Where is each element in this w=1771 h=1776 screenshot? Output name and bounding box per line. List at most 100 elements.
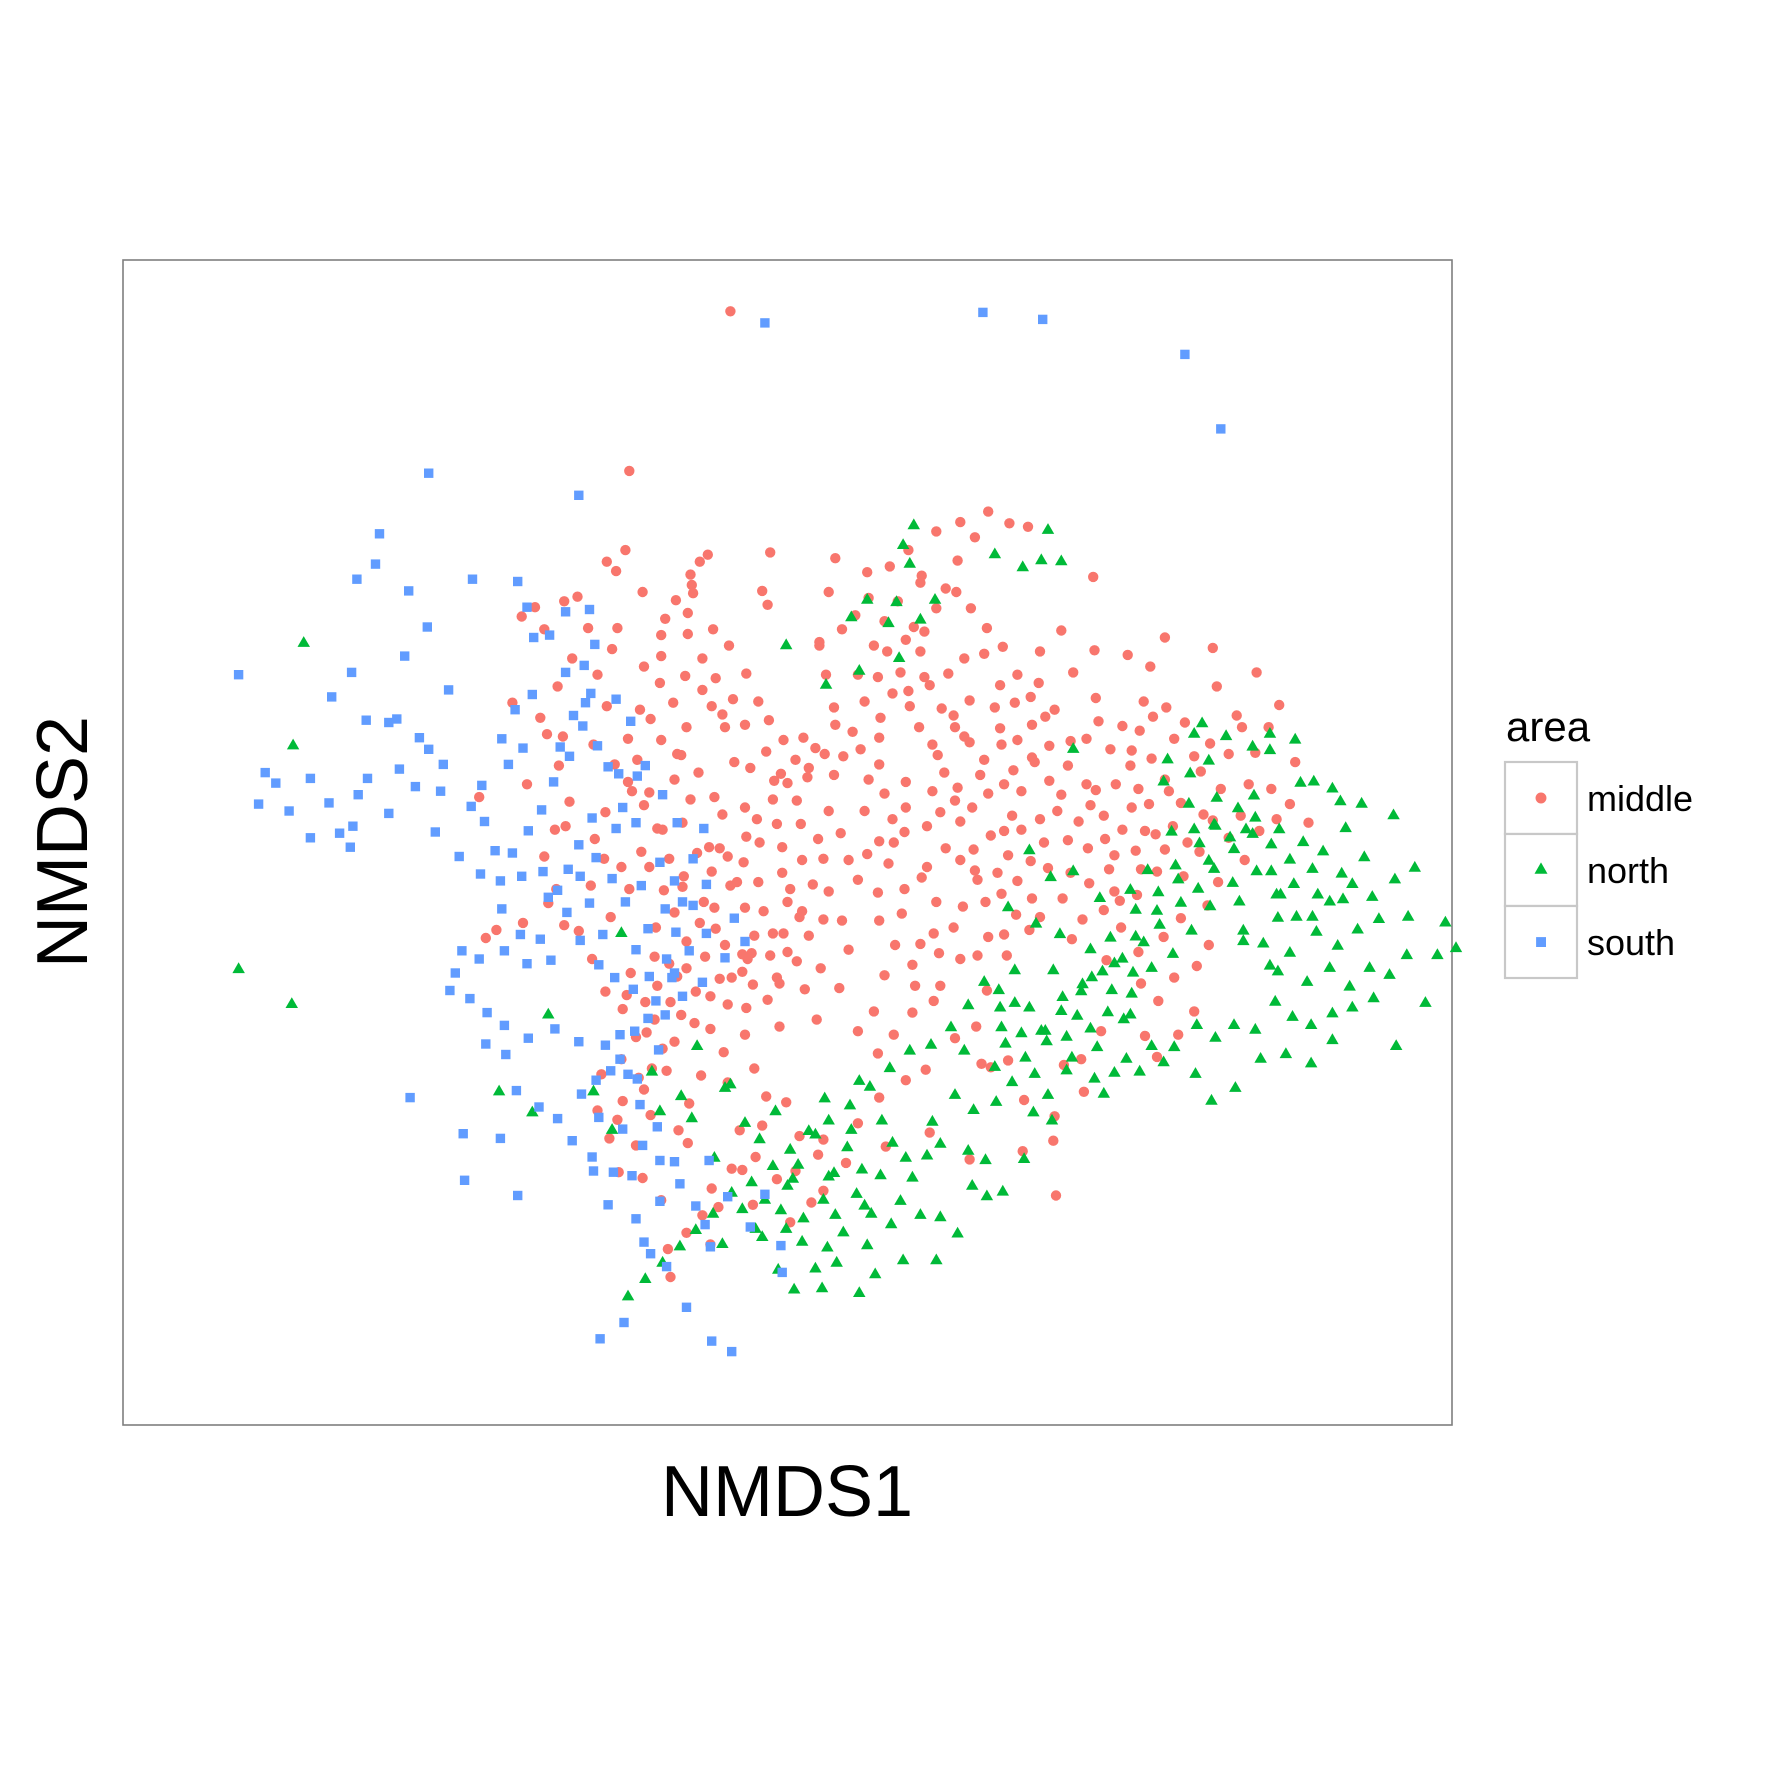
point-north: [1071, 1008, 1084, 1020]
point-middle: [983, 931, 994, 943]
point-middle: [1126, 802, 1137, 813]
point-north: [907, 518, 920, 530]
point-north: [1202, 753, 1215, 765]
point-middle: [1033, 677, 1044, 689]
point-middle: [717, 809, 728, 820]
point-north: [1017, 1152, 1031, 1163]
point-middle: [1130, 845, 1141, 856]
point-middle: [900, 776, 911, 788]
point-south: [568, 710, 579, 721]
point-middle: [753, 876, 764, 888]
point-south: [1180, 349, 1190, 360]
point-north: [1145, 1039, 1158, 1050]
point-south: [590, 639, 600, 650]
point-middle: [900, 634, 911, 645]
point-middle: [1198, 809, 1209, 820]
plot-panel-border: [122, 259, 1453, 1426]
point-south: [636, 880, 646, 891]
point-middle: [1153, 995, 1164, 1007]
point-middle: [1057, 893, 1068, 904]
point-north: [756, 1230, 769, 1241]
point-south: [669, 1157, 680, 1167]
point-south: [560, 607, 571, 617]
point-north: [1237, 923, 1250, 935]
point-north: [1227, 1018, 1241, 1029]
point-middle: [943, 668, 954, 679]
point-middle: [1008, 765, 1019, 776]
point-south: [704, 1155, 714, 1166]
point-middle: [745, 762, 756, 774]
point-south: [631, 1214, 641, 1224]
point-middle: [1049, 704, 1060, 715]
point-middle: [1042, 862, 1054, 874]
point-middle: [685, 794, 696, 805]
point-south: [620, 897, 631, 907]
point-middle: [915, 646, 926, 657]
point-north: [1195, 716, 1209, 728]
point-north: [1184, 766, 1197, 778]
point-south: [701, 879, 712, 890]
point-north: [1326, 1033, 1339, 1045]
point-middle: [637, 586, 648, 598]
point-north: [1174, 895, 1188, 907]
point-middle: [706, 1183, 717, 1194]
point-middle: [980, 896, 991, 908]
point-middle: [952, 555, 963, 566]
point-middle: [1143, 798, 1155, 810]
point-north: [1056, 990, 1069, 1001]
point-south: [643, 1013, 653, 1024]
point-north: [492, 1084, 506, 1096]
point-middle: [799, 984, 810, 995]
point-south: [594, 1112, 604, 1123]
point-middle: [830, 553, 841, 564]
point-middle: [644, 861, 655, 873]
point-middle: [539, 851, 550, 862]
point-middle: [705, 991, 716, 1002]
point-middle: [818, 1134, 829, 1145]
point-south: [635, 1099, 645, 1110]
point-middle: [847, 726, 858, 737]
point-middle: [1018, 1094, 1030, 1106]
point-middle: [1139, 1030, 1151, 1042]
point-middle: [658, 885, 670, 896]
point-middle: [777, 842, 788, 853]
point-middle: [1062, 760, 1074, 771]
point-middle: [650, 922, 662, 933]
point-north: [1294, 775, 1307, 787]
point-middle: [814, 636, 825, 648]
point-north: [1141, 863, 1154, 875]
point-south: [672, 818, 682, 828]
point-north: [861, 1238, 874, 1250]
point-north: [926, 1114, 939, 1126]
point-north: [1067, 742, 1080, 753]
point-middle: [1089, 645, 1100, 656]
point-south: [628, 984, 638, 994]
point-middle: [899, 883, 910, 895]
point-middle: [863, 774, 874, 785]
point-middle: [998, 779, 1010, 790]
point-north: [967, 1103, 980, 1114]
point-middle: [1038, 837, 1050, 848]
point-middle: [778, 734, 789, 746]
point-middle: [1134, 725, 1145, 736]
point-middle: [968, 844, 979, 855]
point-south: [619, 1317, 629, 1328]
point-middle: [1026, 893, 1038, 904]
point-middle: [709, 902, 720, 913]
point-north: [1296, 835, 1310, 847]
point-south: [529, 632, 539, 643]
point-middle: [669, 774, 680, 785]
point-south: [543, 892, 553, 902]
point-south: [643, 924, 653, 934]
point-middle: [1161, 702, 1172, 713]
point-south: [345, 842, 355, 852]
point-middle: [952, 782, 963, 793]
point-middle: [795, 818, 806, 830]
point-north: [1108, 1066, 1121, 1077]
point-middle: [1138, 696, 1149, 707]
point-middle: [1056, 625, 1067, 636]
point-south: [374, 529, 385, 539]
point-middle: [1012, 875, 1023, 887]
point-middle: [710, 673, 721, 684]
point-middle: [559, 920, 570, 931]
